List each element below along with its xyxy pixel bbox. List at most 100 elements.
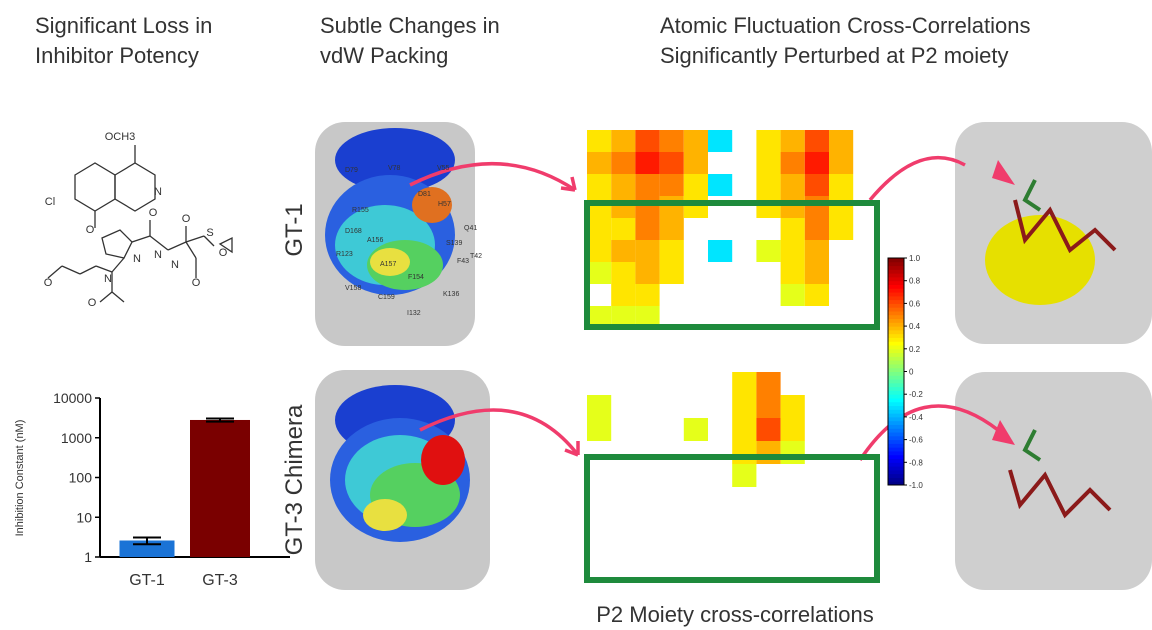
- residue-label: V158: [345, 285, 361, 292]
- heatmap-cell: [781, 174, 805, 196]
- protein-surface-gt1: [315, 122, 475, 346]
- residue-label: C159: [378, 294, 395, 301]
- heatmap-cell: [732, 395, 756, 418]
- heatmap-cell: [587, 174, 611, 196]
- row-label: GT-1: [281, 203, 308, 256]
- heatmap-cell: [684, 130, 708, 152]
- atom-label: O: [86, 224, 95, 236]
- heading: Inhibitor Potency: [35, 43, 199, 68]
- colorbar-band: [888, 406, 904, 410]
- colorbar-band: [888, 353, 904, 357]
- figure: Significant Loss in Inhibitor Potency Su…: [0, 0, 1152, 630]
- colorbar-band: [888, 372, 904, 376]
- colorbar-band: [888, 277, 904, 281]
- colorbar-band: [888, 326, 904, 330]
- heatmap-cell: [708, 174, 732, 196]
- heatmap-cell: [756, 418, 780, 441]
- caption: P2 Moiety cross-correlations: [596, 602, 874, 627]
- heatmap-cell: [732, 418, 756, 441]
- colorbar-band: [888, 364, 904, 368]
- atom-label: OCH3: [105, 131, 136, 143]
- heatmap-cell: [587, 196, 611, 218]
- heatmap-cell: [781, 240, 805, 262]
- atom-label: O: [182, 213, 191, 225]
- y-tick-label: 100: [69, 470, 93, 486]
- heatmap-cell: [611, 130, 635, 152]
- heatmap-cell: [611, 174, 635, 196]
- colorbar-band: [888, 307, 904, 311]
- heatmap-cell: [635, 174, 659, 196]
- residue-label: F154: [408, 274, 424, 281]
- heatmap-cell: [805, 174, 829, 196]
- colorbar-band: [888, 474, 904, 478]
- heading: Significantly Perturbed at P2 moiety: [660, 43, 1009, 68]
- heatmap-cell: [635, 130, 659, 152]
- heatmap-cell: [587, 152, 611, 174]
- atom-label: Cl: [45, 196, 55, 208]
- heatmap-cell: [781, 441, 805, 464]
- y-tick-label: 10: [76, 509, 92, 525]
- heatmap-cell: [756, 174, 780, 196]
- heatmap-cell: [781, 395, 805, 418]
- heatmap-cell: [829, 174, 853, 196]
- residue-label: H57: [438, 201, 451, 208]
- highlight-box: [587, 457, 877, 580]
- colorbar-tick-label: 0.2: [909, 345, 921, 354]
- colorbar-band: [888, 330, 904, 334]
- colorbar-band: [888, 451, 904, 455]
- atom-label: O: [88, 297, 97, 309]
- colorbar-band: [888, 428, 904, 432]
- heatmap-cell: [611, 152, 635, 174]
- heatmap-cell: [587, 218, 611, 240]
- heatmap-cell: [756, 372, 780, 395]
- y-tick-label: 10000: [53, 390, 92, 406]
- protein-surface-right-gt3: [955, 372, 1152, 590]
- colorbar-band: [888, 390, 904, 394]
- heatmap-cell: [732, 372, 756, 395]
- residue-label: K136: [443, 291, 459, 298]
- colorbar-band: [888, 387, 904, 391]
- colorbar-tick-label: -1.0: [909, 481, 923, 490]
- heatmap-cell: [684, 174, 708, 196]
- colorbar-band: [888, 273, 904, 277]
- colorbar-band: [888, 292, 904, 296]
- heatmap-cell: [805, 152, 829, 174]
- heatmap-cell: [660, 240, 684, 262]
- atom-label: N: [154, 186, 162, 198]
- heatmap-cell: [587, 395, 611, 418]
- colorbar-band: [888, 334, 904, 338]
- x-tick-label: GT-3: [202, 572, 238, 589]
- heatmap-cell: [756, 240, 780, 262]
- heatmap-cell: [660, 152, 684, 174]
- colorbar-tick-label: 1.0: [909, 254, 921, 263]
- atom-label: N: [171, 259, 179, 271]
- colorbar-band: [888, 303, 904, 307]
- heatmap-cell: [635, 240, 659, 262]
- colorbar-band: [888, 319, 904, 323]
- heatmap-cell: [684, 152, 708, 174]
- protein-surface-gt3: [315, 370, 490, 590]
- colorbar-band: [888, 470, 904, 474]
- heatmap-cell: [781, 130, 805, 152]
- residue-label: D79: [345, 167, 358, 174]
- colorbar-band: [888, 477, 904, 481]
- heatmap-cell: [635, 262, 659, 284]
- residue-label: V78: [388, 165, 401, 172]
- atom-label: O: [44, 277, 53, 289]
- heatmap-cell: [781, 152, 805, 174]
- heatmap-cell: [660, 218, 684, 240]
- heatmap-cell: [756, 196, 780, 218]
- colorbar-band: [888, 281, 904, 285]
- heatmap-cell: [611, 196, 635, 218]
- residue-label: F43: [457, 258, 469, 265]
- colorbar-band: [888, 462, 904, 466]
- colorbar-band: [888, 443, 904, 447]
- y-tick-label: 1: [84, 549, 92, 565]
- heatmap-cell: [611, 218, 635, 240]
- heatmap-cell: [756, 395, 780, 418]
- heatmap-cell: [684, 418, 708, 441]
- colorbar-band: [888, 266, 904, 270]
- heatmap-cell: [805, 262, 829, 284]
- heading: Atomic Fluctuation Cross-Correlations: [660, 13, 1030, 38]
- colorbar-band: [888, 262, 904, 266]
